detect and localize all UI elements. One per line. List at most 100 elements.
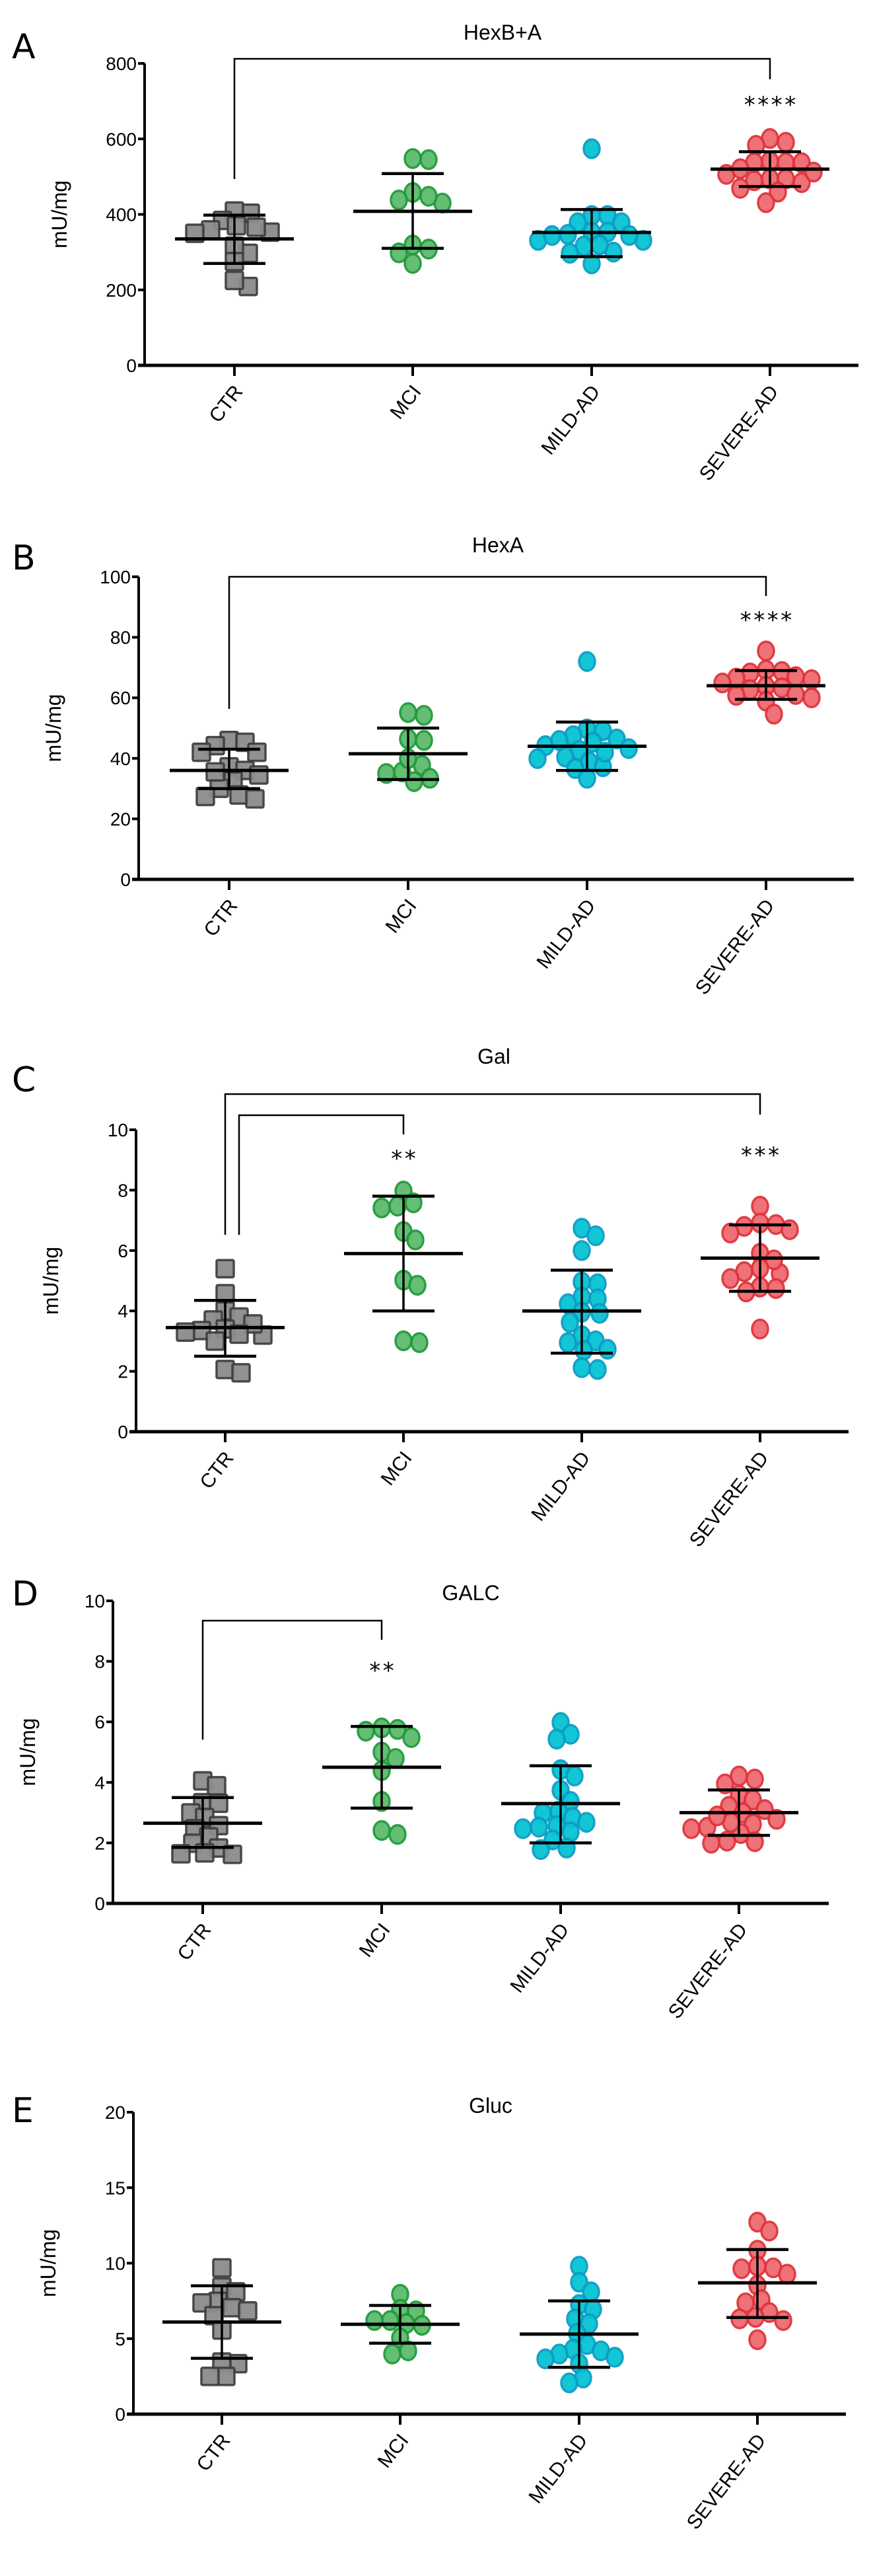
data-point xyxy=(767,1278,785,1300)
data-point xyxy=(207,1776,226,1796)
data-point xyxy=(543,225,561,246)
data-point xyxy=(561,242,579,264)
chart-title: HexA xyxy=(472,533,524,557)
y-tick-label: 0 xyxy=(94,1894,105,1914)
data-point xyxy=(598,1339,617,1360)
x-tick-label: SEVERE-AD xyxy=(685,1448,773,1551)
data-point xyxy=(765,704,783,725)
data-point xyxy=(774,2310,792,2332)
data-point xyxy=(415,705,433,726)
data-point xyxy=(171,1844,191,1864)
panel-C: C Gal mU/mg 0 2 4 6 8 10 CTR MCI MILD-AD SEVERE-AD **… xyxy=(12,1045,849,1551)
x-tick-label: SEVERE-AD xyxy=(664,1919,752,2023)
y-tick-label: 10 xyxy=(108,1120,128,1140)
data-point xyxy=(406,1230,425,1251)
data-point xyxy=(223,1845,242,1864)
y-tick-label: 4 xyxy=(94,1773,105,1793)
data-point xyxy=(394,1330,413,1352)
x-tick-label: MILD-AD xyxy=(525,2430,592,2508)
data-point xyxy=(590,235,609,256)
x-tick-label: MCI xyxy=(355,1919,395,1962)
data-point xyxy=(229,1324,249,1344)
significance-bracket xyxy=(238,1114,405,1235)
data-point xyxy=(365,2310,384,2332)
data-point xyxy=(777,131,795,153)
data-point xyxy=(559,1332,577,1353)
y-tick-label: 40 xyxy=(110,749,131,769)
data-point xyxy=(559,224,577,245)
data-point xyxy=(682,1818,701,1839)
chart-title: HexB+A xyxy=(464,20,542,44)
data-point xyxy=(215,1360,235,1380)
data-point xyxy=(713,673,732,694)
y-axis-label: mU/mg xyxy=(16,1718,40,1786)
data-point xyxy=(575,1339,593,1361)
y-tick-label: 200 xyxy=(106,280,137,301)
y-tick-label: 5 xyxy=(115,2329,125,2349)
data-point xyxy=(410,1332,429,1353)
data-point xyxy=(746,1831,764,1853)
data-point xyxy=(560,2372,578,2394)
data-point xyxy=(731,178,749,199)
data-point xyxy=(573,1240,591,1261)
panel-E: E Gluc mU/mg 0 5 10 15 20 CTR MCI MILD-AD SEVERE-AD xyxy=(12,2091,846,2534)
data-point xyxy=(205,1331,225,1351)
chart-title: Gal xyxy=(477,1045,510,1068)
panel-letter: A xyxy=(12,27,36,67)
data-point xyxy=(765,1249,783,1270)
y-axis-label: mU/mg xyxy=(48,180,71,248)
y-tick-label: 0 xyxy=(115,2404,125,2425)
x-tick-label: SEVERE-AD xyxy=(695,381,783,485)
y-tick-label: 80 xyxy=(110,628,131,648)
data-point xyxy=(620,225,639,246)
data-point xyxy=(708,1805,726,1827)
data-point xyxy=(403,253,422,274)
x-tick-label: MILD-AD xyxy=(528,1448,595,1526)
data-point xyxy=(226,215,246,236)
y-tick-label: 8 xyxy=(94,1652,105,1672)
y-tick-label: 6 xyxy=(118,1241,128,1261)
y-axis-label: mU/mg xyxy=(36,2229,60,2297)
y-tick-label: 100 xyxy=(100,567,131,587)
data-point xyxy=(573,1357,591,1378)
y-tick-label: 20 xyxy=(105,2102,125,2123)
panel-letter: C xyxy=(12,1060,36,1100)
x-tick-label: MCI xyxy=(374,2430,413,2472)
data-point xyxy=(727,684,746,706)
panel-letter: B xyxy=(12,538,36,578)
data-point xyxy=(582,138,601,159)
data-point xyxy=(246,217,266,237)
y-tick-label: 2 xyxy=(118,1362,128,1382)
x-tick-label: MCI xyxy=(386,381,426,423)
data-point xyxy=(222,2298,242,2318)
x-tick-label: MILD-AD xyxy=(506,1919,574,1997)
y-tick-label: 10 xyxy=(85,1591,105,1611)
panel-D: D GALC mU/mg 0 2 4 6 8 10 CTR MCI MILD-AD SEVERE-AD *… xyxy=(12,1574,829,2023)
data-point xyxy=(215,1259,235,1278)
data-point xyxy=(547,1728,566,1750)
data-point xyxy=(212,2258,232,2278)
data-point xyxy=(586,1225,605,1247)
y-tick-label: 0 xyxy=(126,355,137,376)
data-point xyxy=(619,738,638,759)
panel-letter: E xyxy=(12,2091,34,2131)
data-point xyxy=(606,2347,624,2368)
data-point xyxy=(381,2310,400,2332)
data-point xyxy=(578,651,596,672)
data-point xyxy=(386,1748,405,1769)
data-point xyxy=(231,1363,251,1383)
data-point xyxy=(195,786,215,807)
y-tick-label: 60 xyxy=(110,688,131,708)
data-point xyxy=(514,1818,532,1839)
data-point xyxy=(415,730,433,751)
y-tick-label: 4 xyxy=(118,1301,128,1321)
y-tick-label: 20 xyxy=(110,809,131,829)
panel-A: A HexB+A mU/mg 0 200 400 600 800 CTR MCI MILD-AD SE… xyxy=(12,20,858,485)
data-point xyxy=(577,1812,596,1833)
x-tick-label: MCI xyxy=(382,895,421,938)
x-tick-label: SEVERE-AD xyxy=(683,2430,771,2534)
significance-bracket xyxy=(201,1619,383,1740)
data-point xyxy=(372,1820,391,1841)
x-tick-label: CTR xyxy=(200,895,242,941)
y-tick-label: 0 xyxy=(120,869,131,890)
